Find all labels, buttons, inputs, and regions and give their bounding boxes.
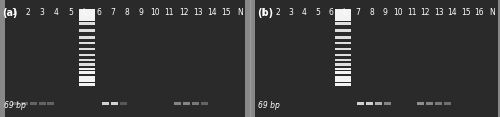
Bar (80, 71, 96, 74)
Text: 69 bp: 69 bp (4, 101, 26, 110)
Bar (80, 58, 96, 61)
Text: N: N (490, 8, 496, 17)
Text: 11: 11 (407, 8, 416, 17)
Text: N: N (237, 8, 243, 17)
Bar (334, 71, 350, 74)
Bar (5, 0, 245, 117)
Bar (80, 29, 96, 32)
Bar (80, 83, 96, 86)
Bar (120, 102, 126, 105)
Text: 8: 8 (124, 8, 130, 17)
Bar (80, 42, 96, 44)
Bar (192, 102, 199, 105)
Bar (334, 29, 350, 32)
Bar (434, 102, 442, 105)
Bar (80, 63, 96, 66)
Text: L: L (82, 8, 87, 17)
Bar (48, 102, 54, 105)
Bar (201, 102, 208, 105)
Bar (334, 22, 350, 25)
Bar (80, 9, 96, 21)
Text: 14: 14 (207, 8, 216, 17)
Text: 15: 15 (461, 8, 470, 17)
Bar (20, 102, 28, 105)
Text: 1: 1 (262, 8, 266, 17)
Bar (80, 54, 96, 56)
Bar (444, 102, 450, 105)
Bar (334, 54, 350, 56)
Text: 10: 10 (150, 8, 160, 17)
Bar (174, 102, 181, 105)
Text: 8: 8 (369, 8, 374, 17)
Bar (334, 76, 350, 79)
Text: 10: 10 (394, 8, 403, 17)
Text: (a): (a) (2, 8, 18, 18)
Text: 6: 6 (96, 8, 101, 17)
Text: 13: 13 (434, 8, 444, 17)
Bar (416, 102, 424, 105)
Bar (80, 36, 96, 39)
Text: 2: 2 (26, 8, 30, 17)
Bar (384, 102, 390, 105)
Text: 11: 11 (164, 8, 174, 17)
Bar (183, 102, 190, 105)
Bar (334, 83, 350, 86)
Text: 7: 7 (110, 8, 116, 17)
Bar (334, 79, 350, 82)
Text: 5: 5 (316, 8, 320, 17)
Text: 6: 6 (329, 8, 334, 17)
Bar (102, 102, 108, 105)
Bar (110, 102, 117, 105)
Bar (334, 63, 350, 66)
Text: 69 bp: 69 bp (258, 101, 280, 110)
Bar (80, 79, 96, 82)
Text: 5: 5 (68, 8, 73, 17)
Text: 16: 16 (474, 8, 484, 17)
Text: 4: 4 (302, 8, 307, 17)
Bar (334, 48, 350, 50)
Bar (334, 9, 350, 21)
Bar (334, 42, 350, 44)
Text: 9: 9 (138, 8, 143, 17)
Bar (80, 48, 96, 50)
Text: 12: 12 (420, 8, 430, 17)
Bar (80, 76, 96, 79)
Text: 2: 2 (275, 8, 280, 17)
Text: 9: 9 (382, 8, 388, 17)
Bar (334, 68, 350, 70)
Bar (12, 102, 18, 105)
Text: 12: 12 (179, 8, 188, 17)
Text: 7: 7 (356, 8, 360, 17)
Bar (80, 68, 96, 70)
Text: (b): (b) (258, 8, 274, 18)
Bar (334, 36, 350, 39)
Text: 3: 3 (288, 8, 294, 17)
Bar (255, 0, 498, 117)
Bar (38, 102, 46, 105)
Text: 1: 1 (12, 8, 16, 17)
Bar (356, 102, 364, 105)
Bar (426, 102, 432, 105)
Bar (366, 102, 372, 105)
Bar (374, 102, 382, 105)
Bar (30, 102, 36, 105)
Bar (334, 58, 350, 61)
Bar (80, 22, 96, 25)
Text: 13: 13 (193, 8, 202, 17)
Text: 14: 14 (448, 8, 457, 17)
Text: 4: 4 (54, 8, 59, 17)
Text: 15: 15 (221, 8, 230, 17)
Text: 3: 3 (40, 8, 44, 17)
Text: L: L (342, 8, 347, 17)
